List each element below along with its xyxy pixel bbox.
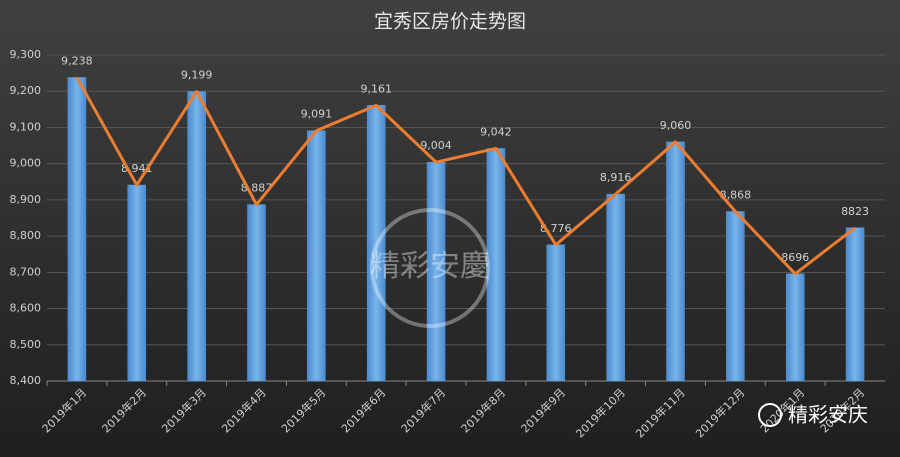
bar: [127, 184, 147, 382]
chart-title: 宜秀区房价走势图: [374, 11, 526, 33]
bar: [546, 244, 566, 382]
data-label: 9,091: [301, 108, 333, 121]
bar: [67, 77, 87, 382]
data-label: 9,060: [660, 119, 692, 132]
data-label: 8823: [841, 205, 869, 218]
watermark: 精彩安慶: [370, 249, 490, 284]
bar: [187, 91, 206, 382]
y-tick-label: 8,800: [10, 229, 42, 242]
y-tick-label: 8,400: [10, 374, 42, 387]
y-tick-label: 9,200: [10, 84, 42, 97]
y-tick-label: 8,700: [10, 265, 42, 278]
bar: [247, 204, 266, 382]
bar: [845, 227, 865, 382]
bar: [785, 273, 805, 382]
data-label: 9,042: [480, 125, 512, 138]
y-tick-label: 8,500: [10, 338, 42, 351]
y-tick-label: 9,000: [10, 157, 42, 170]
bar: [606, 193, 625, 382]
data-label: 8696: [781, 251, 809, 264]
brand-icon: [758, 403, 782, 427]
data-label: 9,004: [420, 139, 452, 152]
line: [75, 76, 856, 276]
brand: 精彩安庆: [788, 403, 868, 427]
y-tick-label: 9,100: [10, 120, 42, 133]
data-label: 9,161: [360, 82, 392, 95]
data-label: 8,916: [600, 171, 632, 184]
data-label: 8,868: [720, 188, 752, 201]
y-tick-label: 8,600: [10, 302, 42, 315]
bar: [666, 141, 685, 382]
data-label: 9,199: [181, 69, 213, 82]
y-tick-label: 9,300: [10, 48, 42, 61]
data-label: 9,238: [61, 54, 93, 67]
watermark-ring: [370, 208, 490, 328]
bar: [307, 130, 326, 382]
bar: [726, 211, 745, 382]
y-tick-label: 8,900: [10, 193, 42, 206]
